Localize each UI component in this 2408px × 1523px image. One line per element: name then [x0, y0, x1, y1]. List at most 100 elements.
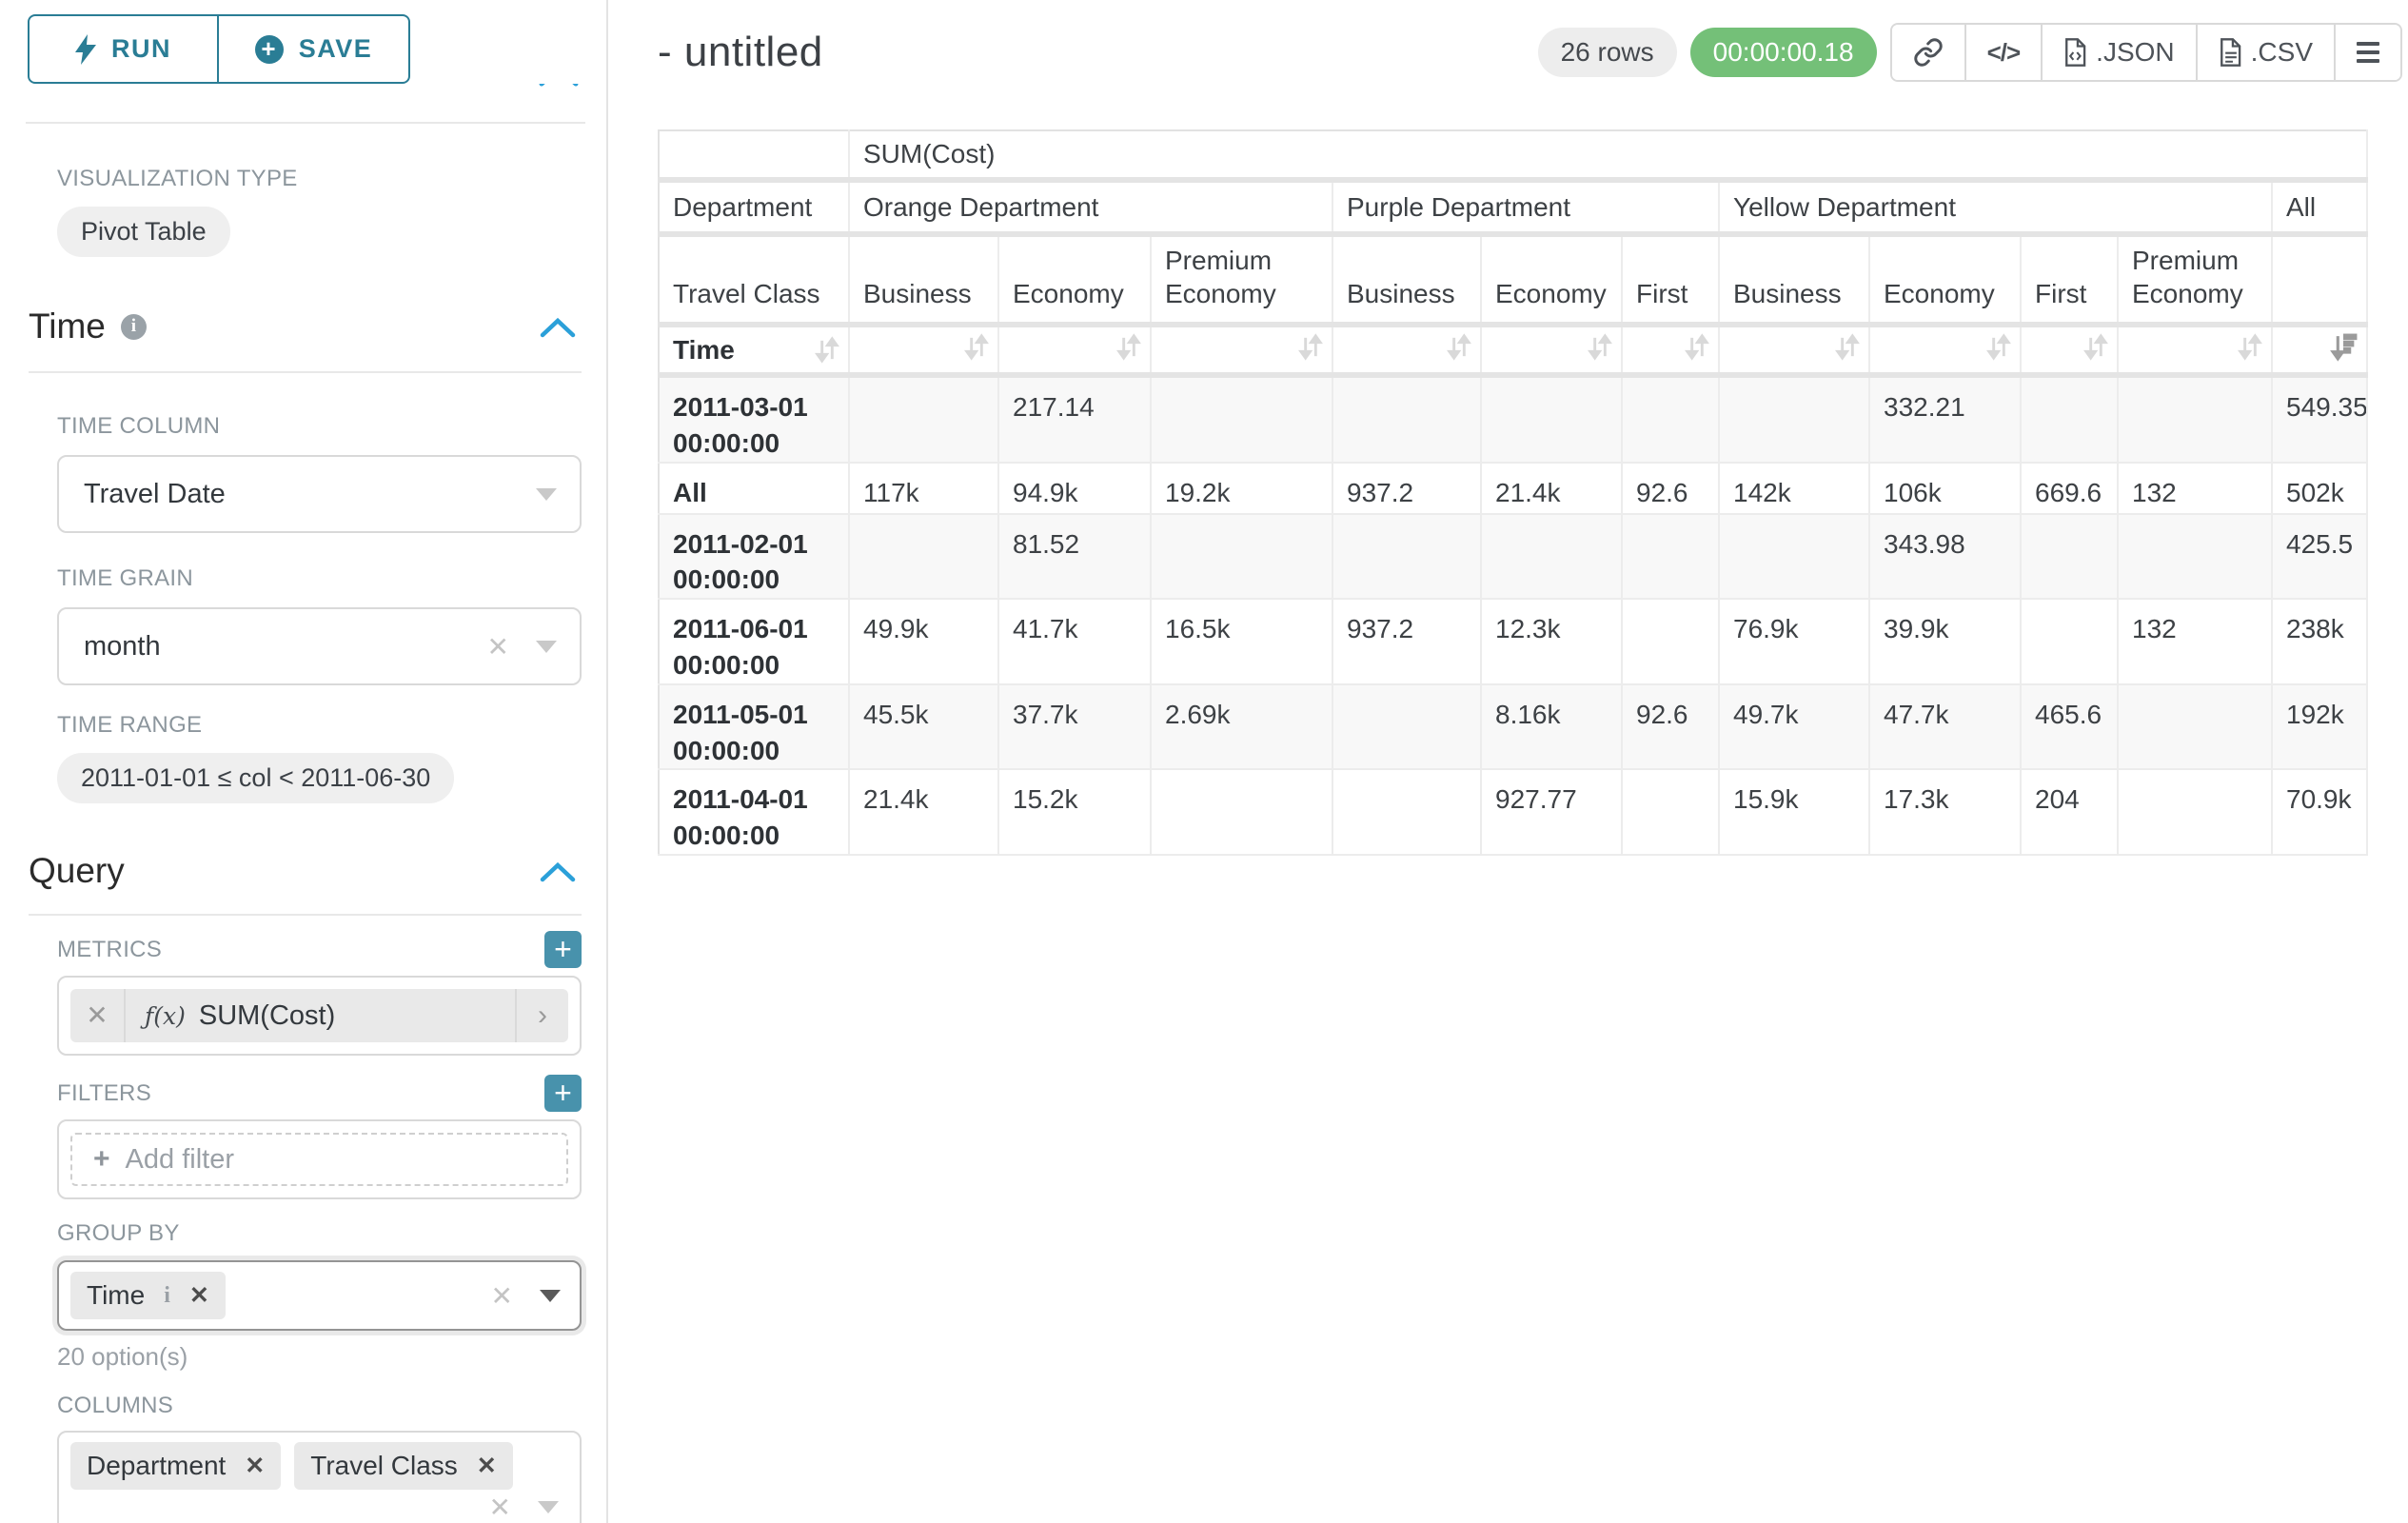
pivot-row-label: 2011-04-01 00:00:00 — [659, 769, 850, 856]
metric-pill[interactable]: ✕ ƒ(x) SUM(Cost) › — [70, 989, 568, 1042]
pivot-sort-cell[interactable] — [1869, 325, 2022, 378]
sort-desc-icon — [2330, 333, 2358, 362]
sort-icon — [1588, 332, 1612, 361]
pivot-value-cell — [2118, 375, 2273, 464]
pivot-col-header: Premium Economy — [2118, 234, 2273, 327]
pivot-row-dim-label: Time — [673, 334, 735, 365]
pivot-value-cell: 465.6 — [2021, 683, 2119, 771]
time-column-label: TIME COLUMN — [57, 413, 221, 439]
run-button[interactable]: RUN — [28, 14, 219, 84]
pivot-col-header: First — [1622, 234, 1720, 327]
pivot-sort-cell[interactable] — [2272, 325, 2369, 378]
export-json-button[interactable]: .JSON — [2041, 25, 2196, 80]
pivot-value-cell — [1332, 769, 1482, 856]
pivot-table: SUM(Cost) Department Orange Department Purp… — [658, 129, 2369, 856]
chevron-down-icon — [538, 1501, 559, 1513]
filters-label: FILTERS — [57, 1079, 152, 1106]
clear-icon[interactable]: ✕ — [488, 1493, 511, 1522]
control-panel-sidebar: Chart Type RUN + SAVE — [0, 0, 608, 1523]
add-metric-button[interactable]: + — [544, 931, 582, 968]
pivot-col-header: Business — [849, 234, 999, 327]
time-section-header: Time i — [29, 307, 582, 346]
info-icon[interactable]: i — [164, 1282, 170, 1308]
time-grain-select[interactable]: month ✕ — [57, 607, 582, 685]
time-collapse-chevron-icon[interactable] — [540, 307, 576, 346]
pivot-value-cell: 12.3k — [1481, 599, 1623, 685]
pivot-value-cell: 39.9k — [1869, 599, 2022, 685]
pivot-value-cell — [2118, 683, 2273, 771]
pivot-value-cell — [1151, 513, 1333, 601]
pivot-col-header: Economy — [998, 234, 1152, 327]
pivot-value-cell — [1151, 375, 1333, 464]
pivot-sort-cell[interactable] — [998, 325, 1152, 378]
columns-select[interactable]: Department ✕ Travel Class ✕ ✕ — [57, 1431, 582, 1523]
pivot-value-cell: 332.21 — [1869, 375, 2022, 464]
pivot-value-cell — [1481, 375, 1623, 464]
sort-icon — [964, 332, 989, 361]
pivot-value-cell: 70.9k — [2272, 769, 2369, 856]
columns-tag[interactable]: Department ✕ — [70, 1442, 282, 1490]
pivot-data-row: 2011-04-01 00:00:00 21.4k 15.2k 927.77 15.9k… — [659, 769, 2369, 856]
remove-tag-icon[interactable]: ✕ — [188, 1282, 209, 1309]
time-range-pill[interactable]: 2011-01-01 ≤ col < 2011-06-30 — [57, 753, 455, 803]
pivot-value-cell: 47.7k — [1869, 683, 2022, 771]
pivot-value-cell: 669.6 — [2021, 462, 2119, 515]
pivot-value-cell: 2.69k — [1151, 683, 1333, 771]
viz-type-pill[interactable]: Pivot Table — [57, 207, 230, 257]
pivot-col-header: Economy — [1481, 234, 1623, 327]
pivot-group-header: All — [2272, 180, 2369, 237]
filters-label-row: FILTERS + — [29, 1075, 582, 1112]
time-section-title: Time — [29, 307, 106, 346]
add-filter-button[interactable]: + Add filter — [70, 1133, 568, 1186]
query-timer-badge: 00:00:00.18 — [1689, 28, 1877, 77]
pivot-sort-cell[interactable] — [1719, 325, 1870, 378]
save-button[interactable]: + SAVE — [219, 14, 410, 84]
export-csv-label: .CSV — [2250, 37, 2313, 67]
remove-metric-icon[interactable]: ✕ — [70, 989, 126, 1042]
export-csv-button[interactable]: .CSV — [2195, 25, 2334, 80]
menu-button[interactable] — [2334, 25, 2400, 80]
pivot-col-header: Business — [1332, 234, 1482, 327]
pivot-value-cell — [2118, 513, 2273, 601]
pivot-data-row: 2011-06-01 00:00:00 49.9k 41.7k 16.5k 937.2 1… — [659, 599, 2369, 685]
chart-title[interactable]: - untitled — [658, 29, 823, 75]
share-link-button[interactable] — [1891, 25, 1964, 80]
pivot-row-dim-sort-cell[interactable]: Time — [659, 325, 850, 378]
pivot-value-cell — [1719, 513, 1870, 601]
pivot-value-cell: 937.2 — [1332, 599, 1482, 685]
pivot-sort-cell[interactable] — [1622, 325, 1720, 378]
clear-icon[interactable]: ✕ — [490, 1280, 513, 1311]
add-filter-label: Add filter — [125, 1143, 234, 1175]
query-collapse-chevron-icon[interactable] — [540, 851, 576, 891]
time-column-select[interactable]: Travel Date — [57, 455, 582, 533]
view-query-button[interactable]: </> — [1964, 25, 2042, 80]
pivot-sort-cell[interactable] — [2118, 325, 2273, 378]
sort-icon — [815, 336, 839, 364]
group-by-tag[interactable]: Time i ✕ — [70, 1272, 226, 1319]
pivot-value-cell: 92.6 — [1622, 683, 1720, 771]
pivot-value-cell — [1332, 683, 1482, 771]
columns-tag[interactable]: Travel Class ✕ — [294, 1442, 513, 1490]
pivot-value-cell: 49.9k — [849, 599, 999, 685]
pivot-row-label: 2011-02-01 00:00:00 — [659, 513, 850, 601]
remove-tag-icon[interactable]: ✕ — [476, 1453, 497, 1479]
save-button-label: SAVE — [298, 34, 373, 63]
remove-tag-icon[interactable]: ✕ — [245, 1453, 266, 1479]
pivot-value-cell: 45.5k — [849, 683, 999, 771]
pivot-value-cell: 927.77 — [1481, 769, 1623, 856]
chevron-down-icon — [540, 1289, 561, 1302]
pivot-sort-cell[interactable] — [849, 325, 999, 378]
pivot-value-cell: 549.35 — [2272, 375, 2369, 464]
clear-icon[interactable]: ✕ — [486, 631, 509, 662]
plus-icon: + — [93, 1143, 110, 1175]
chevron-right-icon[interactable]: › — [515, 989, 568, 1042]
pivot-sort-cell[interactable] — [1481, 325, 1623, 378]
pivot-sort-cell[interactable] — [2021, 325, 2119, 378]
pivot-sort-cell[interactable] — [1332, 325, 1482, 378]
sort-icon — [2238, 332, 2262, 361]
info-icon[interactable]: i — [120, 313, 147, 340]
pivot-value-cell: 41.7k — [998, 599, 1152, 685]
group-by-select[interactable]: Time i ✕ ✕ — [57, 1260, 582, 1331]
add-filter-plus-button[interactable]: + — [544, 1075, 582, 1112]
pivot-sort-cell[interactable] — [1151, 325, 1333, 378]
